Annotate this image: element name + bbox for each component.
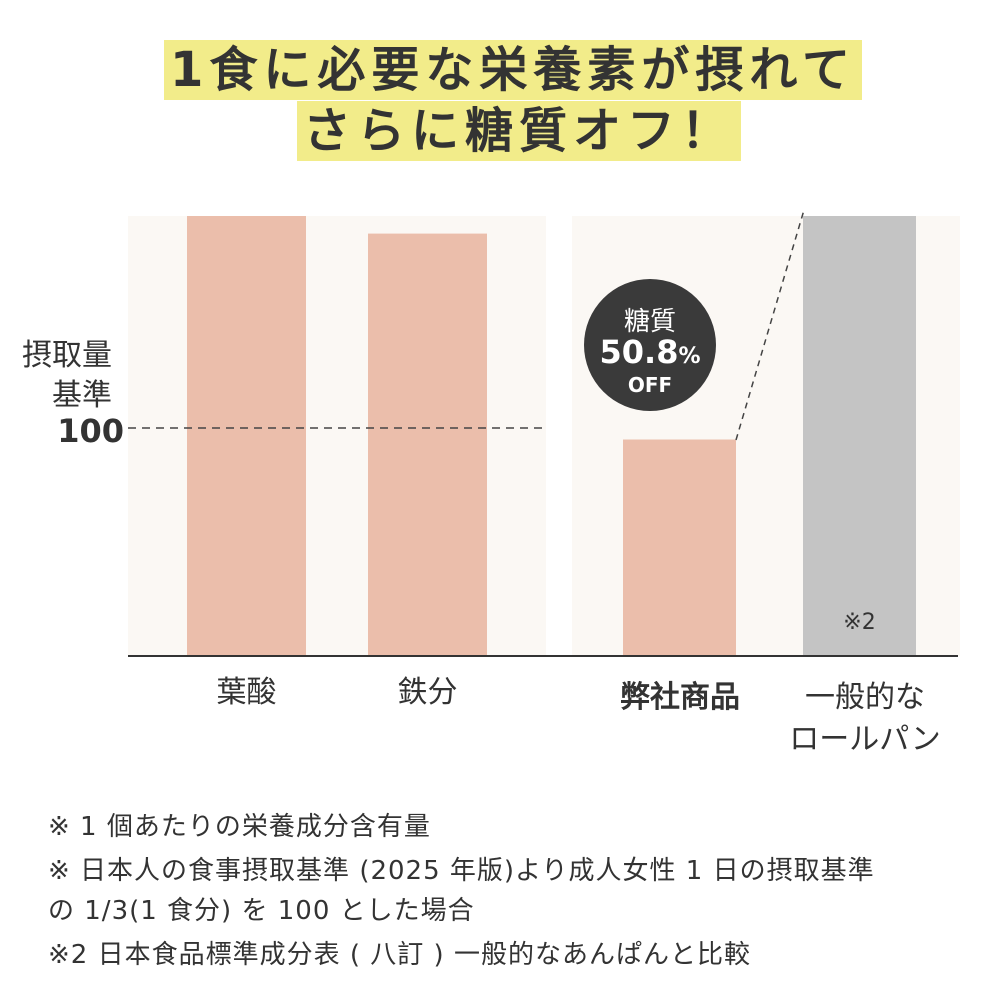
category-label-our-product: 弊社商品 [620,680,740,715]
footnote-2-line-2: の 1/3(1 食分) を 100 とした場合 [48,896,475,926]
y-axis-label-line-2: 基準 [52,378,112,413]
category-label-roll-bread-line-1: 一般的な [805,680,925,715]
left-bars-group [187,216,487,656]
category-label-roll-bread-line-2: ロールパン [789,722,941,757]
category-label-iron: 鉄分 [397,675,458,710]
y-axis-label-line-1: 摂取量 [22,338,112,373]
title-line-2: さらに糖質オフ！ [287,101,751,161]
footnote-2-line-1: ※ 日本人の食事摂取基準 (2025 年版)より成人女性 1 日の摂取基準 [48,856,875,886]
bar-folic-acid [187,216,306,656]
bar-general-roll-bread [803,216,916,656]
badge-number: 50.8 [599,333,679,371]
title-line-1: 1食に必要な栄養素が摂れて [154,40,872,100]
sugar-off-badge: 糖質 50.8% OFF [584,279,716,411]
badge-value: 50.8% [584,333,716,371]
footnote-3: ※2 日本食品標準成分表 ( 八訂 ) 一般的なあんぱんと比較 [48,940,751,970]
reference-value-label: 100 [57,412,124,450]
comparison-bar-note: ※2 [843,610,876,635]
comparison-dashed-line [735,209,805,441]
right-bars-group [623,216,916,656]
title-line-2-text: さらに糖質オフ！ [297,101,742,161]
badge-suffix: OFF [627,373,673,397]
badge-unit: % [678,344,701,369]
footnote-1: ※ 1 個あたりの栄養成分含有量 [48,812,431,842]
badge-label: 糖質 [623,307,676,337]
bar-iron [368,233,487,656]
bar-our-product [623,439,736,656]
category-label-folic-acid: 葉酸 [216,675,277,710]
title-line-1-text: 1食に必要な栄養素が摂れて [164,40,862,100]
category-label-roll-bread: 一般的な ロールパン [770,677,960,761]
